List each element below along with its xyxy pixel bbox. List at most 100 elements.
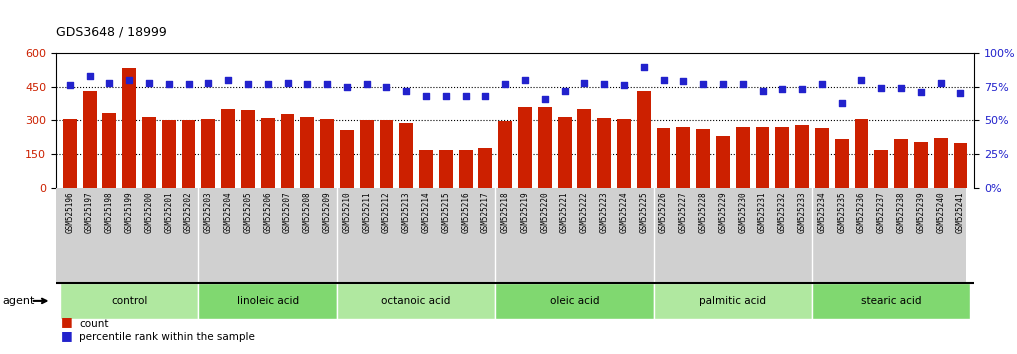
Text: GSM525216: GSM525216 <box>461 192 470 233</box>
Point <box>675 79 692 84</box>
Bar <box>419 149 433 188</box>
Text: GSM525238: GSM525238 <box>897 192 905 233</box>
Bar <box>854 119 869 188</box>
Text: GSM525199: GSM525199 <box>125 192 133 233</box>
Point <box>458 93 474 99</box>
Point <box>220 77 236 83</box>
Text: GSM525230: GSM525230 <box>738 192 747 233</box>
Bar <box>478 148 492 188</box>
Text: GSM525202: GSM525202 <box>184 192 193 233</box>
Point <box>378 84 395 90</box>
Text: GSM525196: GSM525196 <box>65 192 74 233</box>
Bar <box>379 120 394 188</box>
Point <box>577 80 593 86</box>
Text: GSM525201: GSM525201 <box>165 192 173 233</box>
Point <box>755 88 771 93</box>
Bar <box>657 128 670 188</box>
Point <box>418 93 434 99</box>
Text: stearic acid: stearic acid <box>861 296 921 306</box>
Bar <box>735 127 750 188</box>
Point <box>853 77 870 83</box>
Text: ■: ■ <box>61 315 73 329</box>
Bar <box>241 110 255 188</box>
Point <box>834 100 850 106</box>
Text: agent: agent <box>2 296 35 306</box>
Bar <box>637 91 651 188</box>
Bar <box>281 114 295 188</box>
Text: GSM525235: GSM525235 <box>837 192 846 233</box>
Text: GSM525221: GSM525221 <box>560 192 570 233</box>
Point <box>695 81 711 87</box>
Point <box>814 81 830 87</box>
Point <box>497 81 514 87</box>
Text: GSM525197: GSM525197 <box>85 192 95 233</box>
Bar <box>260 118 275 188</box>
Text: GSM525219: GSM525219 <box>521 192 530 233</box>
Point <box>912 89 929 95</box>
Text: GSM525231: GSM525231 <box>758 192 767 233</box>
Text: GSM525232: GSM525232 <box>778 192 787 233</box>
Bar <box>201 119 216 188</box>
Bar <box>538 107 552 188</box>
Bar <box>578 109 591 188</box>
Point <box>240 81 256 87</box>
Text: GSM525217: GSM525217 <box>481 192 490 233</box>
Point <box>200 80 217 86</box>
Text: ■: ■ <box>61 329 73 342</box>
Bar <box>954 143 967 188</box>
Text: GSM525220: GSM525220 <box>540 192 549 233</box>
Bar <box>459 149 473 188</box>
Text: octanoic acid: octanoic acid <box>381 296 451 306</box>
Point <box>616 82 633 88</box>
Text: GSM525213: GSM525213 <box>402 192 411 233</box>
Bar <box>63 119 76 188</box>
Bar <box>875 149 888 188</box>
Text: GSM525233: GSM525233 <box>797 192 806 233</box>
Text: oleic acid: oleic acid <box>550 296 599 306</box>
Point <box>121 77 137 83</box>
Bar <box>498 121 513 188</box>
Text: GSM525222: GSM525222 <box>580 192 589 233</box>
Point <box>952 91 968 96</box>
Point <box>102 80 118 86</box>
Point <box>398 88 414 93</box>
Point <box>636 64 652 69</box>
Bar <box>934 138 948 188</box>
Point <box>734 81 751 87</box>
Text: percentile rank within the sample: percentile rank within the sample <box>79 332 255 342</box>
Point <box>715 81 731 87</box>
Point <box>774 87 790 92</box>
Text: GSM525218: GSM525218 <box>500 192 510 233</box>
Text: linoleic acid: linoleic acid <box>237 296 299 306</box>
Text: GSM525198: GSM525198 <box>105 192 114 233</box>
Text: GSM525234: GSM525234 <box>818 192 827 233</box>
Bar <box>518 107 532 188</box>
Text: GSM525223: GSM525223 <box>600 192 609 233</box>
Text: GSM525200: GSM525200 <box>144 192 154 233</box>
Text: GSM525210: GSM525210 <box>343 192 352 233</box>
Bar <box>198 283 337 319</box>
Bar <box>815 127 829 188</box>
Bar <box>60 283 198 319</box>
Point <box>299 81 315 87</box>
Text: GSM525207: GSM525207 <box>283 192 292 233</box>
Point <box>62 82 78 88</box>
Point <box>437 93 454 99</box>
Bar <box>495 283 654 319</box>
Bar <box>340 130 354 188</box>
Point <box>933 80 949 86</box>
Point <box>596 81 612 87</box>
Bar <box>439 149 453 188</box>
Bar <box>716 136 730 188</box>
Point <box>81 73 98 79</box>
Bar <box>676 127 691 188</box>
Bar <box>756 127 770 188</box>
Bar <box>142 117 156 188</box>
Text: GSM525206: GSM525206 <box>263 192 273 233</box>
Text: GSM525237: GSM525237 <box>877 192 886 233</box>
Bar <box>162 120 176 188</box>
Point <box>319 81 336 87</box>
Text: GSM525240: GSM525240 <box>936 192 945 233</box>
Point <box>259 81 276 87</box>
Bar <box>320 119 334 188</box>
